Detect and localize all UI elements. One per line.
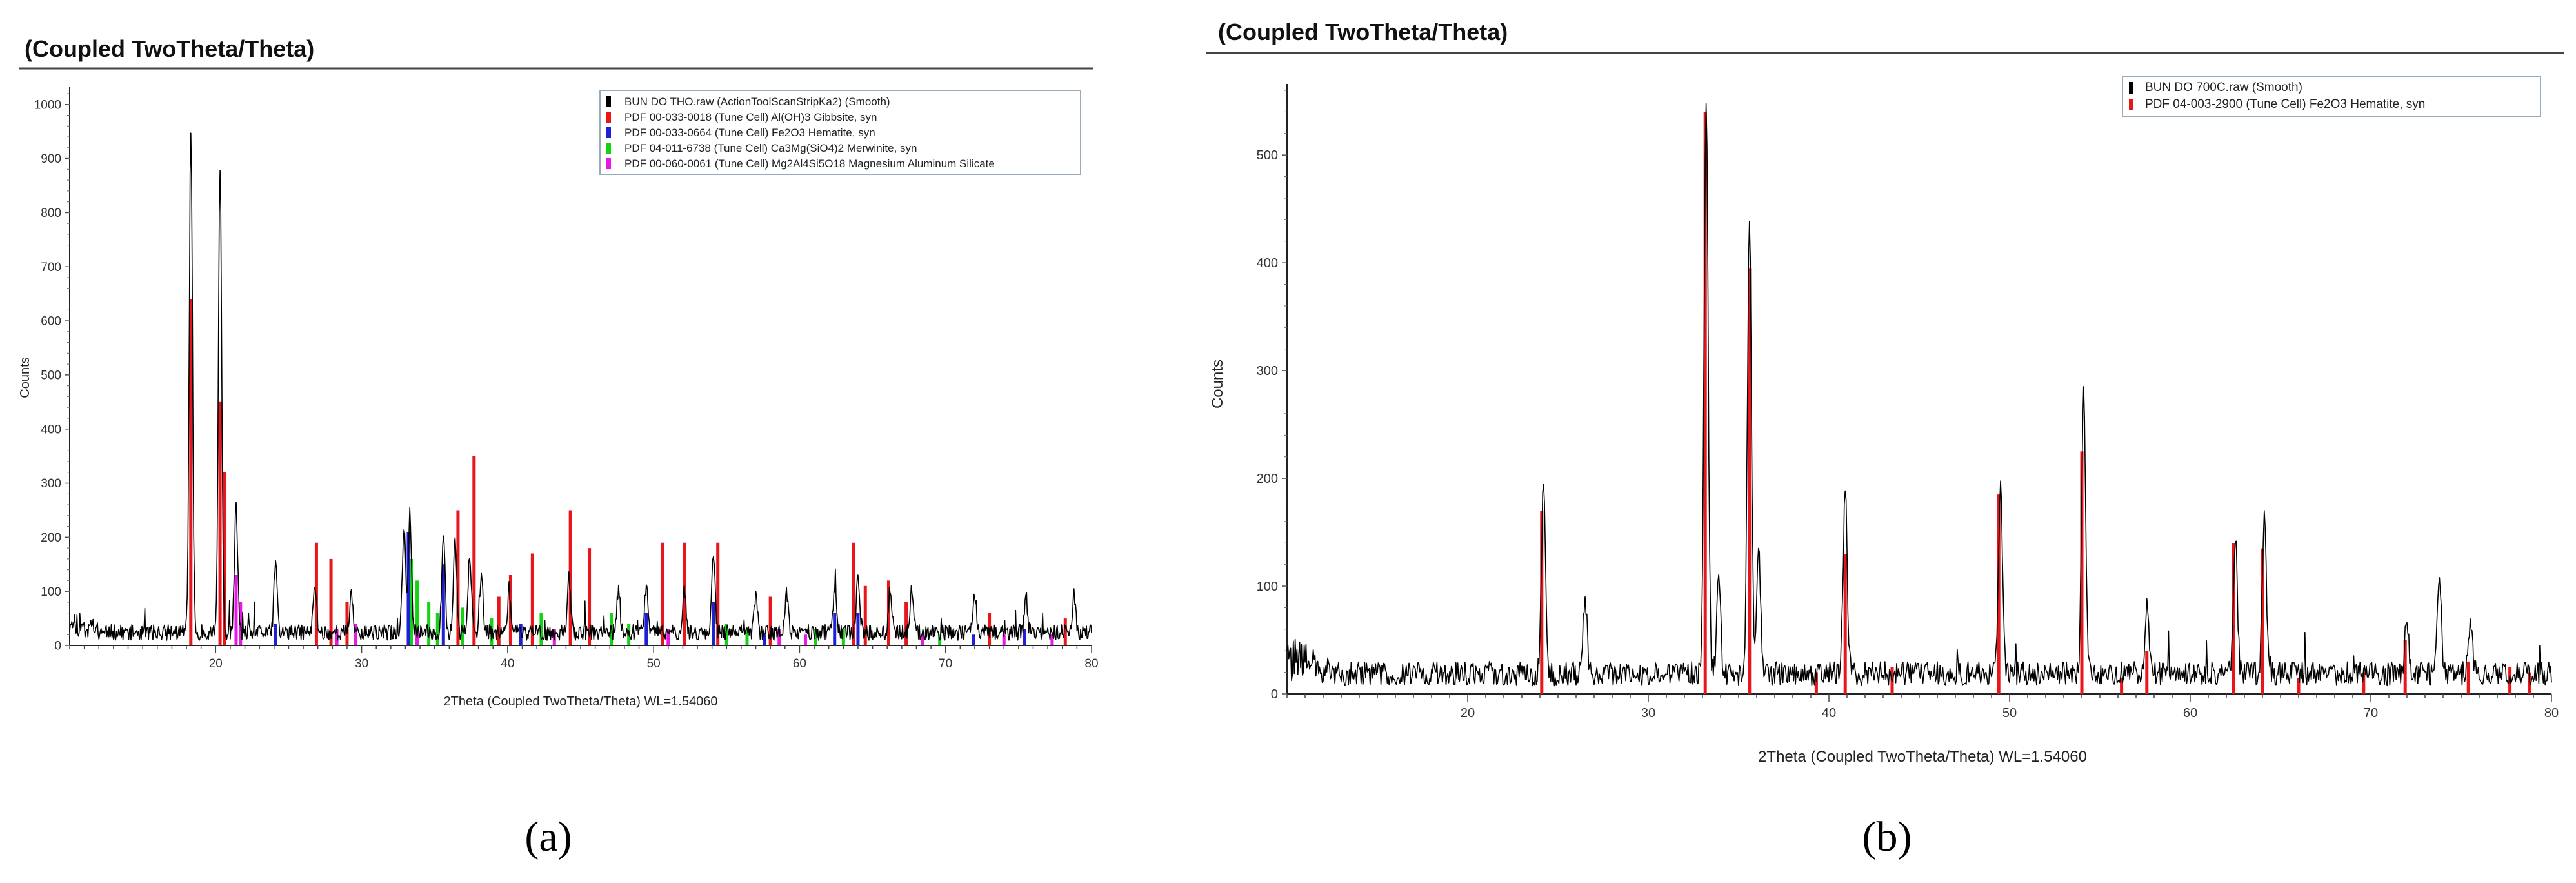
y-tick-label: 200 [41,531,61,545]
y-tick-label: 100 [41,585,61,599]
legend-swatch [606,127,611,138]
x-tick-label: 30 [355,657,368,671]
y-tick-label: 100 [1257,580,1278,594]
x-tick-label: 20 [209,657,223,671]
legend-label: BUN DO 700C.raw (Smooth) [2145,81,2302,94]
y-tick-label: 500 [41,369,61,383]
panel-b-legend-box [2122,76,2541,117]
y-axis-label: Counts [18,357,32,398]
y-tick-label: 500 [1257,148,1278,163]
legend-swatch [2129,82,2133,94]
legend-label: PDF 00-060-0061 (Tune Cell) Mg2Al4Si5O18… [624,157,995,170]
measured-pattern-line [1286,103,2552,687]
panel-b-legend: BUN DO 700C.raw (Smooth) PDF 04-003-2900… [2122,76,2541,117]
panel-b-header: (Coupled TwoTheta/Theta) [1218,19,1508,45]
x-tick-label: 50 [2002,706,2017,720]
x-tick-label: 60 [2183,706,2197,720]
x-tick-label: 20 [1461,706,1475,720]
y-tick-label: 400 [41,423,61,436]
y-tick-label: 700 [41,261,61,274]
legend-swatch [606,96,611,107]
x-tick-label: 30 [1641,706,1655,720]
legend-swatch [606,158,611,169]
y-tick-label: 0 [54,640,61,653]
x-tick-label: 40 [1822,706,1836,720]
panel-b: (Coupled TwoTheta/Theta) 20 30 40 50 60 70 80 0… [1206,19,2564,860]
x-tick-label: 50 [647,657,661,671]
x-tick-label: 60 [793,657,806,671]
y-tick-label: 200 [1257,472,1278,486]
panel-a-header: (Coupled TwoTheta/Theta) [25,36,314,62]
x-tick-label: 70 [939,657,952,671]
measured-pattern-line [69,132,1092,641]
legend-label: PDF 04-011-6738 (Tune Cell) Ca3Mg(SiO4)2… [624,142,917,154]
x-tick-label: 70 [2364,706,2378,720]
y-tick-label: 900 [41,152,61,166]
legend-label: PDF 04-003-2900 (Tune Cell) Fe2O3 Hemati… [2145,97,2425,111]
legend-swatch [2129,99,2133,110]
panel-b-letter: (b) [1862,813,1912,860]
y-tick-label: 800 [41,207,61,220]
y-tick-label: 0 [1271,687,1278,702]
panel-a-letter: (a) [524,813,572,860]
legend-label: PDF 00-033-0664 (Tune Cell) Fe2O3 Hemati… [624,127,875,139]
x-axis-label: 2Theta (Coupled TwoTheta/Theta) WL=1.540… [444,695,718,709]
x-tick-label: 80 [1084,657,1098,671]
x-tick-label: 80 [2544,706,2559,720]
panel-a: (Coupled TwoTheta/Theta) 20 30 40 50 60 70 800… [18,36,1099,860]
legend-label: BUN DO THO.raw (ActionToolScanStripKa2) … [624,96,890,108]
x-tick-label: 40 [501,657,514,671]
legend-swatch [606,112,611,123]
legend-swatch [606,143,611,154]
y-tick-label: 300 [1257,364,1278,378]
panel-b-plot: 20 30 40 50 60 70 80 0 100 200 300 400 500 2Theta (Co… [1209,84,2559,766]
x-axis-label: 2Theta (Coupled TwoTheta/Theta) WL=1.540… [1758,748,2087,766]
y-tick-label: 1000 [34,98,61,112]
y-tick-label: 400 [1257,256,1278,270]
y-tick-label: 300 [41,477,61,491]
y-axis-label: Counts [1209,360,1226,409]
legend-label: PDF 00-033-0018 (Tune Cell) Al(OH)3 Gibb… [624,111,877,123]
y-tick-label: 600 [41,315,61,329]
panel-a-legend-box [599,90,1081,175]
panel-a-legend: BUN DO THO.raw (ActionToolScanStripKa2) … [599,90,1081,175]
panel-a-plot: 20 30 40 50 60 70 8001002003004005006007008009… [18,87,1099,709]
